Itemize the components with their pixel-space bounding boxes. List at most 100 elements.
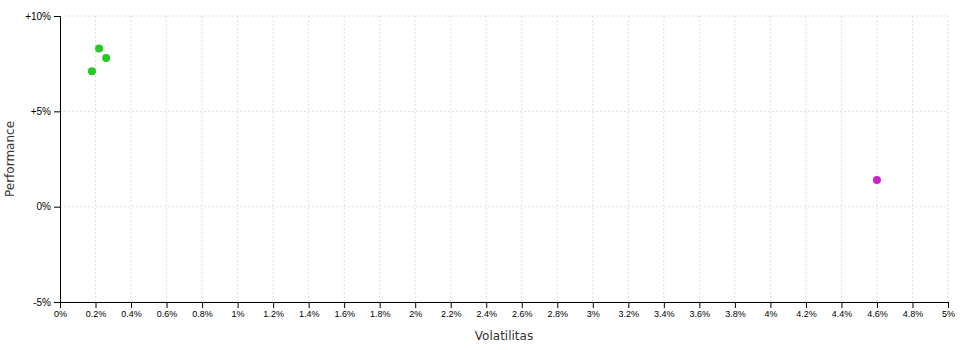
tick-label: 1.4%: [299, 309, 320, 319]
tick-label: 5%: [942, 309, 955, 319]
tick-label: 4%: [764, 309, 777, 319]
tick-mark: [380, 302, 381, 308]
grid-line: [663, 16, 664, 302]
grid-line: [912, 16, 913, 302]
tick-label: 4.8%: [903, 309, 924, 319]
tick: 4%: [764, 302, 777, 319]
tick: 4.2%: [796, 302, 817, 319]
point: [88, 67, 96, 75]
grid-line: [592, 16, 593, 302]
tick: 3%: [587, 302, 600, 319]
tick: 2.4%: [476, 302, 497, 319]
y-axis: -5% 0% +5% +10%: [25, 11, 60, 308]
grid-line: [734, 16, 735, 302]
tick-label: 3.8%: [725, 309, 746, 319]
tick-label: 1%: [232, 309, 245, 319]
tick-mark: [273, 302, 274, 308]
tick-mark: [806, 302, 807, 308]
tick-mark: [309, 302, 310, 308]
grid-line: [166, 16, 167, 302]
tick: +10%: [25, 11, 60, 22]
grid-line: [486, 16, 487, 302]
tick-mark: [522, 302, 523, 308]
tick: 1%: [232, 302, 245, 319]
tick-label: 2.8%: [548, 309, 569, 319]
tick-mark: [415, 302, 416, 308]
grid-line: [202, 16, 203, 302]
tick: 2.8%: [548, 302, 569, 319]
tick: 0.6%: [157, 302, 178, 319]
tick-label: 4.6%: [867, 309, 888, 319]
tick: 0%: [54, 302, 67, 319]
tick-label: 0.6%: [157, 309, 178, 319]
series: [873, 176, 881, 184]
tick-mark: [486, 302, 487, 308]
grid-line: [273, 16, 274, 302]
tick-mark: [96, 302, 97, 308]
grid-line: [60, 16, 948, 17]
tick-mark: [557, 302, 558, 308]
tick-label: 4.4%: [832, 309, 853, 319]
point: [102, 54, 110, 62]
tick-mark: [877, 302, 878, 308]
y-axis-title: Performance: [3, 121, 17, 197]
grid-line: [557, 16, 558, 302]
tick-mark: [593, 302, 594, 308]
tick: 3.4%: [654, 302, 675, 319]
tick-mark: [770, 302, 771, 308]
tick-label: 0%: [37, 201, 52, 212]
tick-label: 1.6%: [334, 309, 355, 319]
grid-line: [450, 16, 451, 302]
tick: -5%: [33, 297, 60, 308]
tick: 1.8%: [370, 302, 391, 319]
x-axis-title: Volatilitas: [475, 329, 533, 343]
tick-mark: [54, 207, 60, 208]
tick-label: 1.8%: [370, 309, 391, 319]
tick-label: 1.2%: [263, 309, 284, 319]
tick-label: 2.4%: [476, 309, 497, 319]
series: [88, 44, 110, 75]
tick-mark: [54, 302, 60, 303]
tick-mark: [167, 302, 168, 308]
grid: [60, 16, 948, 302]
tick-mark: [451, 302, 452, 308]
tick: 0%: [37, 201, 60, 212]
tick: 2.6%: [512, 302, 533, 319]
grid-line: [131, 16, 132, 302]
tick-mark: [54, 111, 60, 112]
tick: 2.2%: [441, 302, 462, 319]
tick-mark: [841, 302, 842, 308]
tick-label: +10%: [25, 11, 51, 22]
tick: 4.6%: [867, 302, 888, 319]
tick-mark: [628, 302, 629, 308]
tick: 0.2%: [86, 302, 107, 319]
tick-label: 0.2%: [86, 309, 107, 319]
point: [873, 176, 881, 184]
tick-label: 3%: [587, 309, 600, 319]
tick-mark: [664, 302, 665, 308]
grid-line: [308, 16, 309, 302]
tick-mark: [131, 302, 132, 308]
tick-label: 3.6%: [690, 309, 711, 319]
grid-line: [415, 16, 416, 302]
grid-line: [876, 16, 877, 302]
tick: 5%: [942, 302, 955, 319]
tick: 4.4%: [832, 302, 853, 319]
axis-line: [54, 17, 61, 303]
tick: 1.2%: [263, 302, 284, 319]
x-axis: 0% 0.2% 0.4% 0.6% 0.8% 1% 1.2% 1.4% 1.6% 1.8% 2% 2.…: [54, 302, 955, 319]
tick: 0.4%: [121, 302, 142, 319]
tick-mark: [202, 302, 203, 308]
grid-line: [237, 16, 238, 302]
tick-mark: [735, 302, 736, 308]
tick-mark: [238, 302, 239, 308]
tick: 3.2%: [619, 302, 640, 319]
tick: +5%: [31, 106, 60, 117]
tick-label: -5%: [33, 297, 51, 308]
grid-line: [344, 16, 345, 302]
tick: 2%: [409, 302, 422, 319]
grid-line: [521, 16, 522, 302]
plot: 0% 0.2% 0.4% 0.6% 0.8% 1% 1.2% 1.4% 1.6% 1.8% 2% 2.…: [25, 11, 955, 320]
tick: 0.8%: [192, 302, 213, 319]
grid-line: [699, 16, 700, 302]
